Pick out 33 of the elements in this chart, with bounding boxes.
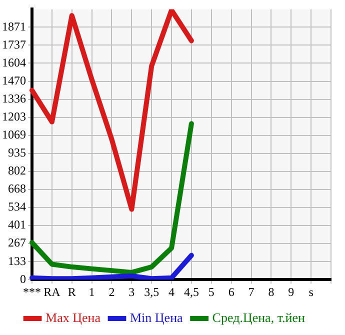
y-tick-label: 802 (8, 164, 26, 178)
y-tick-label: 1203 (2, 109, 26, 124)
y-tick-label: 935 (8, 146, 26, 160)
y-tick-label: 1069 (2, 128, 26, 142)
legend-label: Max Цена (46, 310, 101, 325)
x-tick-label: 9 (288, 284, 294, 299)
x-tick-label: 5 (208, 284, 214, 299)
y-tick-label: 1336 (2, 91, 26, 106)
x-tick-label: 6 (228, 284, 234, 299)
x-tick-label: R (68, 284, 76, 299)
y-tick-label: 1470 (2, 73, 26, 88)
x-tick-label: 1 (88, 284, 95, 299)
legend-label: Сред.Цена, т.йен (212, 310, 306, 325)
y-tick-label: 668 (8, 182, 26, 196)
x-tick-label: 3 (128, 284, 135, 299)
x-tick-label: 2 (108, 284, 115, 299)
x-tick-label: RA (44, 284, 61, 299)
legend-label: Min Цена (130, 310, 184, 325)
y-tick-label: 1871 (2, 19, 26, 34)
y-tick-label: 401 (8, 218, 26, 232)
y-tick-label: 1737 (2, 37, 26, 52)
y-tick-label: 267 (8, 236, 26, 250)
x-tick-label: *** (23, 284, 41, 299)
x-tick-label: 4,5 (184, 284, 199, 299)
y-tick-label: 133 (8, 254, 26, 268)
y-tick-label: 534 (8, 200, 26, 214)
x-tick-label: 4 (168, 284, 175, 299)
y-tick-label: 0 (20, 272, 26, 286)
x-tick-label: s (308, 284, 314, 299)
y-tick-label: 1604 (2, 55, 26, 70)
x-tick-label: 8 (268, 284, 274, 299)
x-tick-label: 7 (248, 284, 254, 299)
x-tick-label: 3,5 (144, 284, 160, 299)
